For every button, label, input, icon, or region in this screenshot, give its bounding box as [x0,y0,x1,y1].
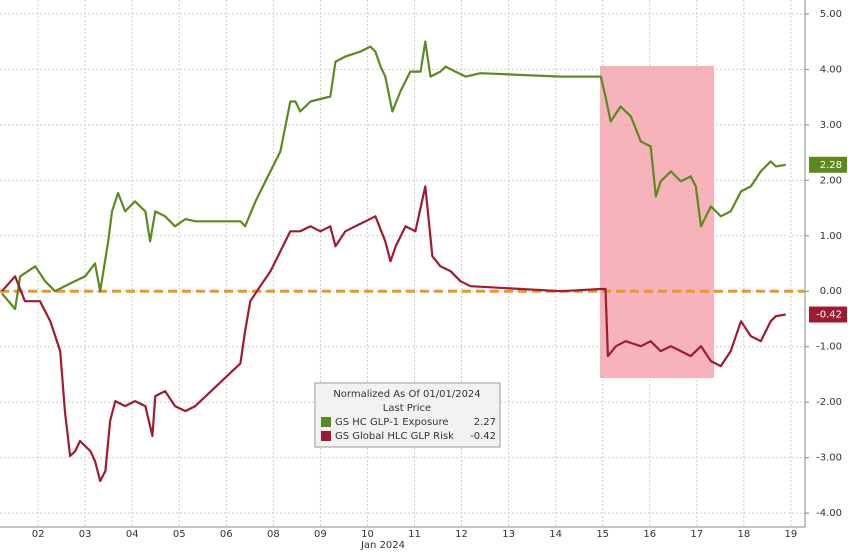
y-tick-label: 0.00 [820,286,842,297]
highlight-region [600,66,714,378]
x-tick-label: 09 [314,529,327,540]
series-line [1,40,786,311]
y-tick-label: 2.00 [820,175,842,186]
legend-swatch [321,431,331,441]
end-badge [809,306,847,323]
x-tick-label: 10 [361,529,374,540]
x-tick-label: 18 [737,529,750,540]
y-tick-label: 4.00 [820,64,842,75]
y-tick-label: 1.00 [820,231,842,242]
x-tick-label: 05 [173,529,186,540]
y-tick-label: -1.00 [816,342,842,353]
x-tick-label: 08 [267,529,280,540]
end-badge-label: 2.28 [820,160,842,171]
x-tick-label: 17 [690,529,703,540]
x-tick-label: 16 [643,529,656,540]
x-tick-label: 12 [455,529,468,540]
x-tick-label: 15 [596,529,609,540]
y-tick-label: 3.00 [820,120,842,131]
legend-swatch [321,417,331,427]
x-tick-label: 11 [408,529,421,540]
end-badge [809,156,847,173]
x-tick-label: 02 [32,529,45,540]
x-tick-label: 13 [502,529,515,540]
legend-box [314,382,501,448]
x-tick-label: 19 [785,529,798,540]
series-line [1,185,786,483]
legend: Normalized As Of 01/01/2024 Last Price GS … [314,382,501,448]
legend-value: 2.27 [474,417,496,428]
y-tick-label: -4.00 [816,508,842,519]
y-tick-label: -2.00 [816,397,842,408]
x-tick-label: 04 [126,529,139,540]
y-tick-label: 5.00 [820,9,842,20]
legend-title: Normalized As Of 01/01/2024 [333,389,480,400]
x-tick-label: 14 [549,529,562,540]
y-tick-label: -3.00 [816,453,842,464]
x-tick-label: 06 [220,529,233,540]
end-badge-label: -0.42 [816,310,842,321]
x-tick-label: 03 [79,529,92,540]
x-axis-label: Jan 2024 [360,540,405,551]
legend-label: GS Global HLC GLP Risk [335,431,454,442]
legend-label: GS HC GLP-1 Exposure [335,417,449,428]
legend-subtitle: Last Price [383,403,431,414]
legend-value: -0.42 [470,431,496,442]
